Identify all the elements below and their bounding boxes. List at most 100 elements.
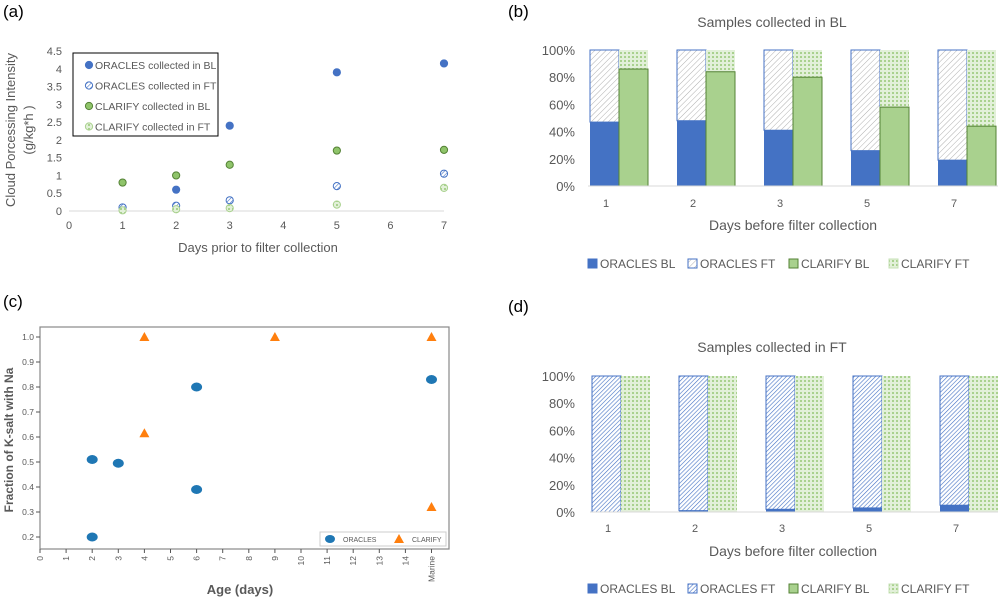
data-point — [225, 121, 234, 130]
data-point-oracles — [191, 485, 203, 494]
plot-frame — [39, 326, 450, 550]
legend-label: ORACLES FT — [700, 582, 776, 596]
bar-clarify-ft — [795, 376, 824, 512]
x-tick-label: 5 — [334, 220, 340, 232]
y-tick-label: 1 — [56, 170, 62, 182]
x-tick-label: 1 — [603, 198, 609, 210]
legend-marker — [84, 81, 94, 90]
x-tick-label: 12 — [348, 556, 358, 566]
x-tick-label: 6 — [192, 556, 202, 561]
legend-swatch — [888, 583, 899, 594]
bar-clarify-ft — [621, 376, 650, 512]
legend-swatch — [788, 583, 799, 594]
bar-oracles-bl — [677, 120, 706, 186]
y-tick-label: 1.5 — [47, 153, 62, 165]
y-tick-label: 3 — [56, 99, 62, 111]
bar-clarify-bl — [879, 106, 910, 187]
legend-marker — [394, 534, 404, 543]
legend-label: ORACLES BL — [600, 257, 676, 271]
data-point — [439, 183, 449, 192]
bar-oracles-ft — [939, 375, 970, 506]
y-tick-label: 3.5 — [47, 82, 62, 94]
legend-label: CLARIFY FT — [901, 582, 970, 596]
data-point-clarify — [139, 332, 150, 341]
data-point — [332, 182, 341, 191]
data-point — [439, 59, 449, 68]
bar-oracles-bl — [766, 509, 795, 512]
x-tick-label: 1 — [120, 220, 126, 232]
data-point-oracles — [191, 382, 203, 392]
legend-label: CLARIFY BL — [801, 257, 870, 271]
y-tick-label: 0 — [56, 206, 62, 218]
x-tick-label: 2 — [690, 198, 696, 210]
y-tick-label: 0.4 — [22, 482, 34, 492]
legend-label: CLARIFY FT — [901, 257, 970, 271]
legend-label: ORACLES FT — [700, 257, 776, 271]
bar-oracles-bl — [938, 160, 967, 186]
bar-oracles-bl — [851, 150, 880, 186]
data-point — [439, 169, 449, 178]
legend-marker — [84, 122, 94, 131]
bar-clarify-ft — [708, 376, 737, 512]
bar-oracles-bl — [853, 507, 882, 512]
bar-clarify-bl — [792, 76, 823, 187]
bar-oracles-ft — [765, 375, 796, 510]
y-tick-label: 0.5 — [47, 188, 62, 200]
bar-oracles-bl — [940, 505, 969, 512]
legend-label: ORACLES collected in BL — [95, 60, 217, 72]
x-tick-label: 7 — [441, 220, 447, 232]
bar-clarify-bl — [618, 68, 649, 187]
panel-a-chart: 0 0.5 1 1.5 2 2.5 3 3.5 4 4.5 0 1 2 3 4 5 6 7 Days prior t… — [3, 46, 449, 255]
legend-label: CLARIFY — [412, 537, 442, 544]
legend-swatch — [888, 258, 899, 269]
y-tick-label: 1.0 — [22, 332, 34, 342]
x-tick-label: 7 — [218, 556, 228, 561]
legend-label: ORACLES BL — [600, 582, 676, 596]
x-tick-label: 4 — [280, 220, 286, 232]
bar-oracles-ft — [676, 49, 707, 122]
bar-oracles-bl — [679, 510, 708, 512]
data-point — [332, 200, 341, 209]
x-tick-label: 11 — [322, 556, 332, 565]
legend-swatch — [587, 583, 598, 594]
y-tick-label: 0% — [556, 179, 575, 194]
x-tick-label: 14 — [400, 556, 410, 566]
y-tick-label: 4.5 — [47, 46, 62, 58]
bar-clarify-ft — [969, 376, 998, 512]
data-point-oracles — [426, 375, 437, 384]
data-point-clarify — [426, 502, 437, 511]
data-point — [172, 185, 181, 194]
bar-oracles-ft — [591, 375, 622, 513]
data-point — [332, 146, 341, 155]
y-tick-label: 100% — [542, 369, 576, 384]
data-point-oracles — [86, 455, 98, 464]
y-tick-label: 40% — [549, 125, 575, 140]
bar-clarify-ft — [882, 376, 911, 512]
legend-label: ORACLES — [343, 537, 377, 544]
x-tick-label: 3 — [779, 523, 785, 535]
x-tick-label: 5 — [166, 556, 176, 561]
data-point-clarify — [139, 428, 150, 438]
legend-swatch — [687, 258, 698, 269]
bar-clarify-bl — [966, 125, 997, 187]
y-axis-title: Fraction of K-salt with Na — [2, 367, 16, 512]
data-point — [172, 171, 181, 180]
data-point — [225, 196, 234, 205]
bar-oracles-ft — [763, 49, 794, 131]
x-tick-label: 6 — [387, 220, 393, 232]
bar-oracles-ft — [850, 49, 881, 152]
y-tick-label: 0.6 — [22, 432, 34, 442]
data-point-clarify — [426, 332, 437, 341]
data-point-oracles — [112, 458, 124, 468]
y-tick-label: 80% — [549, 70, 575, 85]
bar-oracles-bl — [590, 122, 619, 186]
bar-oracles-bl — [764, 130, 793, 186]
panel-label-a: (a) — [3, 2, 24, 21]
panel-label-b: (b) — [508, 2, 529, 21]
legend-swatch — [587, 258, 598, 269]
y-tick-label: 20% — [549, 478, 575, 493]
y-tick-label: 60% — [549, 97, 575, 112]
y-tick-label: 0.3 — [22, 507, 34, 517]
bar-oracles-ft — [589, 49, 620, 123]
y-axis-title-units: (g/kg*h ) — [21, 105, 36, 154]
